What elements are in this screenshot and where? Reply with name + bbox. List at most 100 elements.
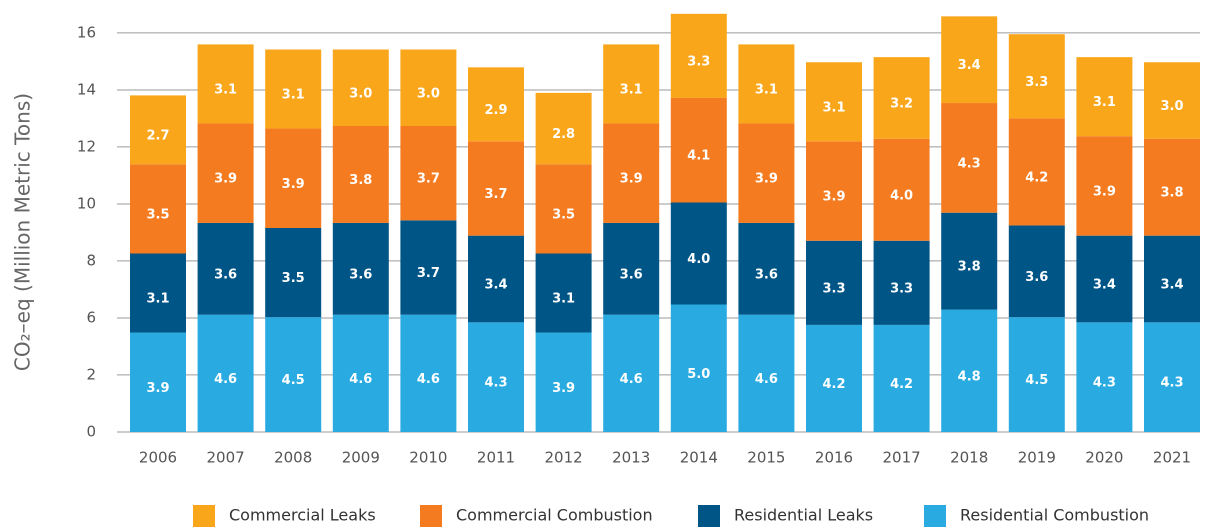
data-label: 4.8 — [958, 369, 981, 384]
x-tick-label: 2017 — [883, 449, 921, 467]
data-label: 3.9 — [146, 381, 169, 396]
y-tick-label: 8 — [86, 251, 96, 269]
data-label: 3.1 — [1093, 95, 1116, 110]
data-label: 4.5 — [1025, 373, 1048, 388]
data-label: 3.7 — [484, 187, 507, 202]
bar-segment — [806, 240, 862, 325]
data-label: 3.9 — [214, 172, 237, 187]
data-label: 4.6 — [417, 372, 440, 387]
bar-segment — [400, 49, 457, 126]
data-label: 5.0 — [687, 367, 710, 382]
x-tick-label: 2015 — [747, 449, 785, 467]
bar-segment — [535, 164, 592, 254]
x-tick-label: 2021 — [1153, 449, 1191, 467]
x-tick-label: 2018 — [950, 449, 988, 467]
bar-segment — [197, 44, 254, 124]
data-label: 4.1 — [687, 149, 710, 164]
bar-segment — [1008, 317, 1065, 432]
data-label: 3.6 — [755, 267, 778, 282]
data-label: 3.6 — [349, 267, 372, 282]
y-tick-label: 2 — [86, 365, 96, 383]
y-axis-title: CO₂–eq (Million Metric Tons) — [11, 93, 35, 371]
y-tick-label: 0 — [86, 423, 96, 441]
data-label: 3.1 — [214, 82, 237, 97]
bar-segment — [806, 141, 862, 241]
data-label: 3.6 — [214, 267, 237, 282]
bar-segment — [806, 324, 862, 432]
data-label: 4.3 — [1160, 376, 1183, 391]
data-label: 4.2 — [822, 377, 845, 392]
bar-segment — [400, 126, 457, 221]
bar-segment — [1144, 62, 1200, 139]
data-label: 4.2 — [1025, 170, 1048, 185]
bar-segment — [873, 240, 930, 325]
bar-segment — [670, 304, 727, 432]
bar-segment — [873, 138, 930, 241]
bar-segment — [468, 141, 524, 236]
bar-segment — [873, 57, 930, 139]
bar-segment — [806, 62, 862, 142]
x-tick-label: 2013 — [612, 449, 650, 467]
bar-segment — [468, 67, 524, 142]
bar-segment — [265, 49, 322, 129]
bar-segment — [941, 16, 998, 104]
data-label: 3.8 — [1160, 186, 1183, 201]
data-label: 4.2 — [890, 377, 913, 392]
bar-segment — [400, 220, 457, 315]
data-label: 3.1 — [822, 100, 845, 115]
data-label: 3.7 — [417, 266, 440, 281]
legend-label: Commercial Combustion — [456, 506, 653, 525]
x-tick-label: 2007 — [207, 449, 245, 467]
y-tick-label: 12 — [77, 137, 96, 155]
data-label: 4.6 — [755, 372, 778, 387]
data-label: 4.3 — [1093, 376, 1116, 391]
y-tick-label: 10 — [77, 195, 96, 213]
legend-label: Residential Combustion — [960, 506, 1149, 525]
data-label: 2.9 — [484, 103, 507, 118]
data-label: 3.9 — [755, 172, 778, 187]
bar-segment — [1008, 118, 1065, 226]
bar-segment — [332, 222, 389, 315]
x-tick-label: 2014 — [680, 449, 718, 467]
bar-segment — [130, 164, 186, 254]
data-label: 3.9 — [620, 172, 643, 187]
data-label: 3.0 — [349, 86, 372, 101]
bar-segment — [941, 103, 998, 213]
bar-segment — [1076, 136, 1133, 236]
bar-segment — [130, 95, 186, 165]
data-label: 3.9 — [552, 381, 575, 396]
data-label: 4.6 — [349, 372, 372, 387]
data-label: 3.9 — [1093, 184, 1116, 199]
bar-segment — [941, 309, 998, 432]
data-label: 3.1 — [620, 82, 643, 97]
legend-swatch — [193, 505, 215, 527]
bar-segment — [738, 44, 795, 124]
bar-segment — [873, 324, 930, 432]
data-label: 4.6 — [620, 372, 643, 387]
data-label: 3.7 — [417, 172, 440, 187]
data-label: 4.0 — [890, 188, 913, 203]
bar-segment — [603, 123, 660, 223]
bar-segment — [535, 92, 592, 165]
bar-segment — [1144, 235, 1200, 323]
data-label: 3.9 — [822, 190, 845, 205]
legend-label: Commercial Leaks — [229, 506, 376, 525]
data-label: 3.4 — [1093, 278, 1116, 293]
bar-segment — [738, 123, 795, 223]
data-label: 4.3 — [958, 156, 981, 171]
data-label: 3.5 — [282, 271, 305, 286]
data-label: 3.5 — [552, 207, 575, 222]
data-label: 3.5 — [146, 207, 169, 222]
bar-segment — [1076, 322, 1133, 432]
bar-segment — [603, 222, 660, 315]
bar-segment — [197, 123, 254, 223]
bar-segment — [400, 314, 457, 432]
y-tick-label: 16 — [77, 23, 96, 41]
y-tick-label: 6 — [86, 309, 96, 327]
legend-label: Residential Leaks — [734, 506, 873, 525]
x-tick-label: 2016 — [815, 449, 853, 467]
bar-segment — [535, 253, 592, 333]
bar-segment — [941, 212, 998, 310]
bar-segment — [670, 97, 727, 203]
bar-segment — [265, 317, 322, 432]
